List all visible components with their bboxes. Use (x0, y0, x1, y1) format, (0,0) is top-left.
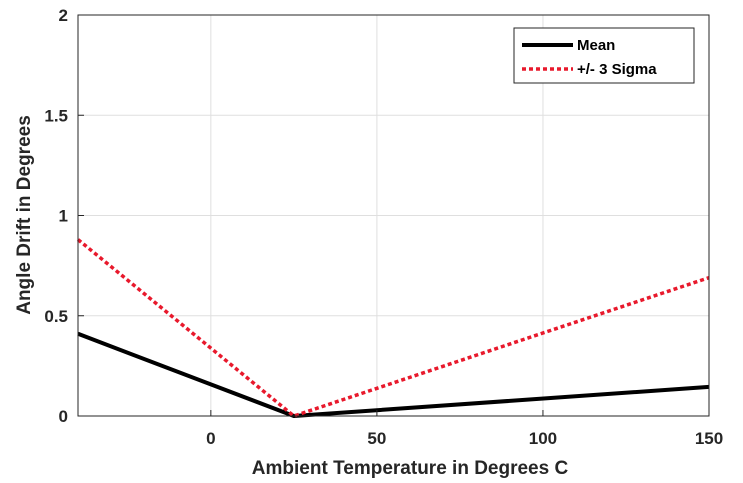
y-tick-label: 0.5 (44, 307, 68, 326)
ticks (78, 14, 710, 417)
x-tick-label: 100 (529, 429, 557, 448)
legend-label-sigma: +/- 3 Sigma (577, 61, 657, 78)
legend-box (513, 27, 695, 84)
legend: Mean +/- 3 Sigma (513, 27, 695, 84)
series-line-1 (76, 238, 710, 418)
x-tick-label: 50 (367, 429, 386, 448)
x-axis-label: Ambient Temperature in Degrees C (252, 458, 569, 479)
x-tick-label: 150 (695, 429, 723, 448)
y-tick-label: 1 (59, 207, 68, 226)
x-tick-label: 0 (206, 429, 215, 448)
y-tick-label: 2 (59, 6, 68, 25)
series-line-0 (77, 331, 710, 418)
y-tick-label: 0 (59, 407, 68, 426)
tick-labels: 0 50 100 150 0 0.5 1 1.5 2 (44, 6, 723, 448)
y-axis-label: Angle Drift in Degrees (14, 115, 35, 315)
series-layer (76, 238, 710, 418)
y-tick-label: 1.5 (44, 106, 68, 125)
legend-label-mean: Mean (577, 37, 615, 54)
